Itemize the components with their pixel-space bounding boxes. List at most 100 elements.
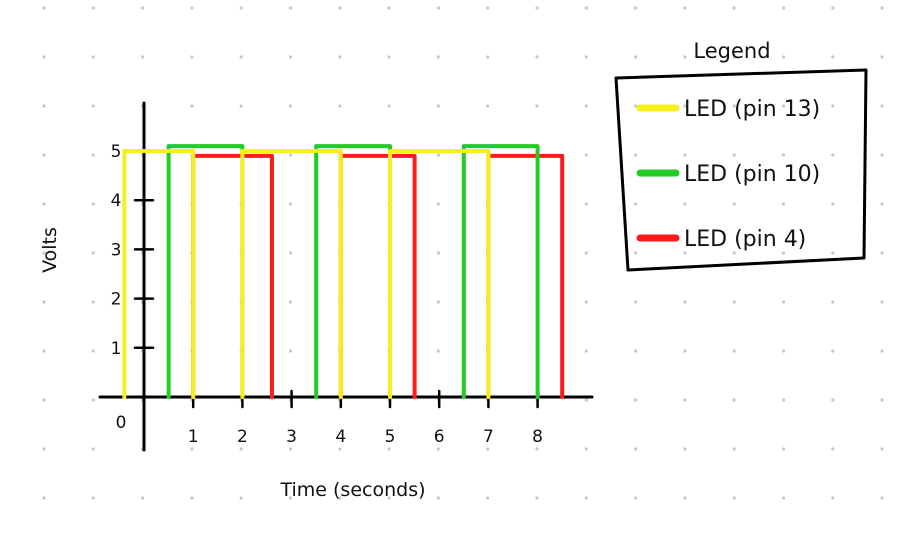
grid-dot [732, 104, 736, 108]
grid-dot [42, 349, 46, 353]
grid-dot [781, 300, 786, 304]
grid-dot [732, 202, 736, 206]
grid-dot [880, 447, 884, 451]
pulse-led-pin-13- [240, 149, 343, 399]
grid-dot [683, 55, 687, 59]
grid-dot [781, 251, 786, 255]
grid-dot [634, 153, 638, 157]
x-tick-label: 3 [286, 427, 297, 447]
grid-dot [436, 104, 440, 108]
grid-dot [584, 202, 588, 206]
grid-dot [831, 6, 835, 10]
grid-dot [387, 496, 391, 500]
x-tick-label: 4 [335, 427, 346, 447]
grid-dot [436, 447, 440, 451]
grid-dot [781, 55, 786, 59]
grid-dot [338, 447, 342, 451]
grid-dot [436, 300, 440, 304]
grid-dot [880, 251, 884, 255]
grid-dot [831, 104, 835, 108]
grid-dot [732, 251, 736, 255]
grid-dot [732, 496, 736, 500]
grid-dot [190, 496, 194, 500]
grid-dot [288, 251, 293, 255]
grid-dot [880, 349, 884, 353]
grid-dot [683, 251, 687, 255]
grid-dot [831, 202, 835, 206]
grid-dot [42, 55, 46, 59]
grid-dot [831, 447, 835, 451]
grid-dot [880, 153, 884, 157]
grid-dot [288, 104, 293, 108]
grid-dot [42, 251, 46, 255]
grid-dot [387, 104, 391, 108]
grid-dot [634, 496, 638, 500]
grid-dot [486, 104, 490, 108]
grid-dot [880, 496, 884, 500]
pulse-led-pin-4- [338, 153, 417, 399]
grid-dot [732, 6, 736, 10]
grid-dot [781, 6, 786, 10]
pulse-led-pin-13- [122, 149, 196, 399]
grid-dot [288, 496, 293, 500]
grid-dot [338, 6, 342, 10]
grid-dot [436, 251, 440, 255]
pulse-led-pin-10- [314, 144, 392, 399]
y-tick-label: 5 [111, 142, 122, 162]
grid-dot [436, 496, 440, 500]
grid-dot [683, 104, 687, 108]
grid-dot [239, 55, 243, 59]
grid-dot [288, 55, 293, 59]
grid-dot [831, 55, 835, 59]
grid-dot [535, 104, 539, 108]
y-axis-title: Volts [39, 227, 61, 273]
grid-dot [190, 6, 194, 10]
grid-dot [584, 398, 588, 402]
pulse-led-pin-4- [191, 153, 274, 399]
grid-dot [190, 55, 194, 59]
legend-box [614, 68, 868, 272]
grid-dot [732, 153, 736, 157]
grid-dot [288, 153, 293, 157]
grid-dot [683, 496, 687, 500]
grid-dot [387, 447, 391, 451]
grid-dot [584, 251, 588, 255]
legend-label: LED (pin 4) [684, 227, 806, 252]
pulse-led-pin-4- [486, 153, 565, 399]
grid-dot [42, 398, 46, 402]
grid-dot [584, 300, 588, 304]
x-tick-label: 1 [188, 427, 199, 447]
pulse-led-pin-10- [461, 144, 540, 399]
grid-dot [190, 447, 194, 451]
grid-dot [831, 153, 835, 157]
grid-dot [732, 398, 736, 402]
grid-dot [584, 153, 588, 157]
grid-dot [436, 349, 440, 353]
x-tick-label: 5 [385, 427, 396, 447]
grid-dot [141, 6, 145, 10]
grid-dot [288, 300, 293, 304]
grid-dot [288, 349, 293, 353]
grid-dot [91, 202, 95, 206]
grid-dot [880, 300, 884, 304]
grid-dot [831, 251, 835, 255]
x-tick-label: 8 [532, 427, 543, 447]
grid-dot [683, 153, 687, 157]
grid-dot [584, 447, 588, 451]
grid-dot [535, 55, 539, 59]
grid-dot [288, 447, 293, 451]
grid-dot [486, 6, 490, 10]
grid-dot [584, 55, 588, 59]
grid-dot [683, 398, 687, 402]
grid-dot [683, 447, 687, 451]
x-tick-label: 6 [434, 427, 445, 447]
pulse-led-pin-10- [166, 144, 245, 399]
grid-dot [436, 153, 440, 157]
grid-dot [732, 55, 736, 59]
grid-dot [42, 153, 46, 157]
y-tick-label: 1 [111, 339, 122, 359]
grid-dot [732, 300, 736, 304]
grid-dot [535, 496, 539, 500]
grid-dot [880, 202, 884, 206]
